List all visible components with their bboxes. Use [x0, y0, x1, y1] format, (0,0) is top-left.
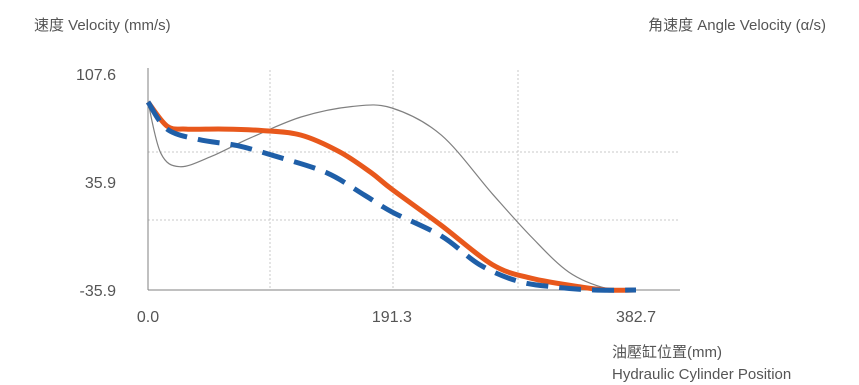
y-axis-label-right: 角速度 Angle Velocity (α/s): [648, 17, 826, 34]
x-tick-label: 0.0: [137, 309, 159, 326]
series-line-orange: [146, 100, 637, 293]
grid-lines: [148, 70, 680, 290]
x-axis-label-line2: Hydraulic Cylinder Position: [612, 366, 791, 383]
y-axis-label-left: 速度 Velocity (mm/s): [34, 17, 171, 34]
y-tick-label: -35.9: [80, 283, 117, 300]
axes: [147, 68, 680, 291]
series-line-blue: [145, 100, 637, 293]
series-layer: [145, 100, 637, 293]
x-tick-label: 382.7: [616, 309, 656, 326]
x-axis-label-line1: 油壓缸位置(mm): [612, 343, 722, 361]
y-tick-label: 35.9: [85, 175, 116, 192]
tick-labels: 0.0 191.3 382.7 -35.9 35.9 107.6: [76, 67, 656, 326]
series-line-gray: [147, 101, 637, 291]
y-tick-label: 107.6: [76, 67, 116, 84]
x-tick-label: 191.3: [372, 309, 412, 326]
